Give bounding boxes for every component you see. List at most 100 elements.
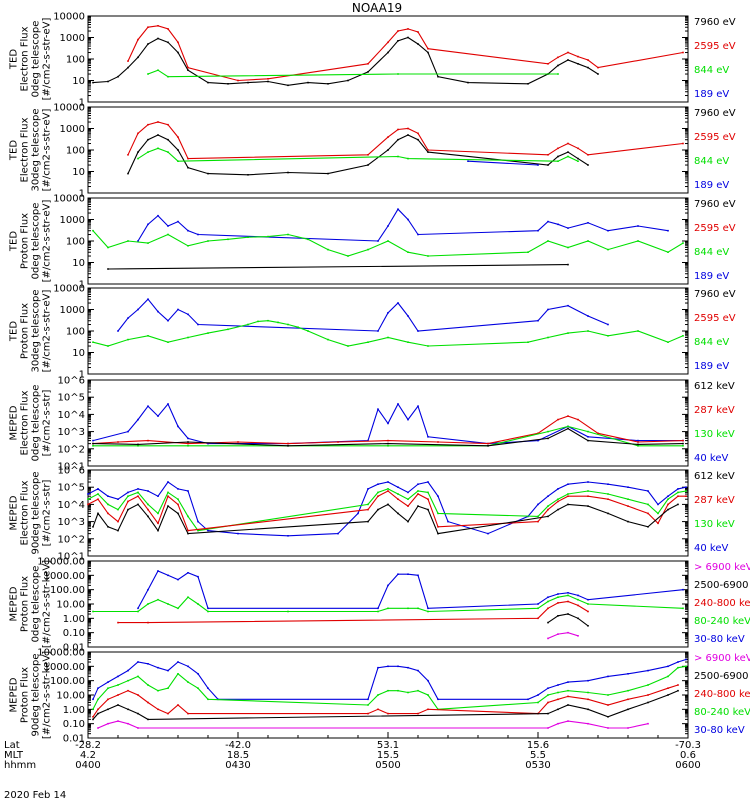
data-point <box>187 442 189 445</box>
data-point <box>417 490 419 492</box>
data-point <box>587 698 589 701</box>
data-point <box>487 532 489 535</box>
data-point <box>147 242 149 244</box>
data-point <box>647 722 649 725</box>
data-point <box>157 415 159 417</box>
legend-entry: > 6900 keV <box>694 562 750 573</box>
y-axis-label-line: MEPED <box>9 495 20 530</box>
data-point <box>157 708 159 711</box>
data-point <box>417 330 419 332</box>
data-point <box>677 684 679 686</box>
data-point <box>167 481 169 483</box>
y-axis-label-line: 0deg telescope <box>31 385 42 462</box>
data-point <box>607 716 609 718</box>
data-point <box>127 317 129 319</box>
data-point <box>147 123 149 126</box>
x-axis-group: LatMLThhmm-28.24.20400-42.018.5043053.11… <box>4 732 701 771</box>
data-point <box>587 66 589 69</box>
data-point <box>387 665 389 668</box>
x-tick-lat: 53.1 <box>377 740 399 751</box>
data-point <box>557 498 559 500</box>
data-point <box>537 520 539 523</box>
legend-entry: 844 eV <box>694 65 729 76</box>
data-point <box>547 495 549 497</box>
data-point <box>417 689 419 692</box>
data-point <box>607 323 609 326</box>
data-point <box>177 425 179 428</box>
data-point <box>557 602 559 604</box>
data-point <box>567 592 569 594</box>
data-point <box>137 418 139 421</box>
data-point <box>587 495 589 497</box>
y-axis-label-line: [#/cm2-s-str-keV] <box>42 651 53 739</box>
data-point <box>387 712 389 715</box>
data-point <box>387 689 389 692</box>
data-point <box>407 607 409 610</box>
data-point <box>177 503 179 506</box>
data-point <box>557 160 559 162</box>
panel-ted-p-30: 10000 1000 100 10 1 TEDProton Flux30deg teles… <box>9 284 736 381</box>
data-point <box>387 584 389 587</box>
data-point <box>547 220 549 223</box>
data-point <box>337 441 339 443</box>
data-point <box>127 60 129 62</box>
data-point <box>427 508 429 511</box>
y-axis-label-line: 90deg telescope <box>31 471 42 554</box>
data-point <box>92 716 94 718</box>
data-point <box>647 684 649 686</box>
series-line-red <box>118 600 589 624</box>
y-tick-label: 10 <box>72 167 85 178</box>
data-point <box>487 442 489 445</box>
data-point <box>117 75 119 78</box>
y-axis-label-line: MEPED <box>9 405 20 440</box>
data-point <box>127 689 129 692</box>
data-point <box>147 335 149 337</box>
data-point <box>92 442 94 445</box>
data-point <box>377 666 379 669</box>
data-point <box>187 596 189 598</box>
data-point <box>187 572 189 574</box>
data-point <box>557 615 559 617</box>
y-tick-label: 10.00 <box>56 691 85 702</box>
data-point <box>667 687 669 689</box>
data-point <box>557 593 559 595</box>
data-point <box>587 330 589 332</box>
data-point <box>187 532 189 535</box>
y-axis-label-line: [#/cm2-s-str] <box>42 479 53 546</box>
data-point <box>557 684 559 686</box>
x-tick-lat: -70.3 <box>675 740 701 751</box>
y-tick-label: 10000.00 <box>37 557 85 568</box>
data-point <box>557 698 559 701</box>
legend-entry: 189 eV <box>694 89 729 100</box>
data-point <box>387 240 389 242</box>
data-point <box>287 84 289 87</box>
panel-frame <box>87 287 689 375</box>
data-point <box>437 512 439 515</box>
data-point <box>637 240 639 242</box>
data-point <box>667 495 669 497</box>
data-point <box>297 326 299 328</box>
data-point <box>307 81 309 84</box>
data-point <box>677 491 679 494</box>
data-point <box>587 436 589 438</box>
data-point <box>537 164 539 166</box>
data-point <box>437 495 439 497</box>
data-point <box>467 160 469 162</box>
data-point <box>367 704 369 706</box>
data-point <box>547 600 549 603</box>
x-tick-lat: 15.6 <box>527 740 549 751</box>
series-line-green <box>92 665 687 710</box>
y-axis-label-line: Electron Flux <box>20 26 31 91</box>
data-point <box>547 505 549 507</box>
data-point <box>682 51 684 54</box>
data-point <box>107 708 109 711</box>
data-point <box>607 498 609 500</box>
y-tick-label: 1.00 <box>63 614 85 625</box>
data-point <box>627 727 629 729</box>
data-point <box>567 483 569 485</box>
y-tick-label: 10^6 <box>58 466 85 477</box>
data-point <box>587 603 589 605</box>
data-point <box>387 503 389 506</box>
data-point <box>527 341 529 343</box>
data-point <box>407 491 409 494</box>
